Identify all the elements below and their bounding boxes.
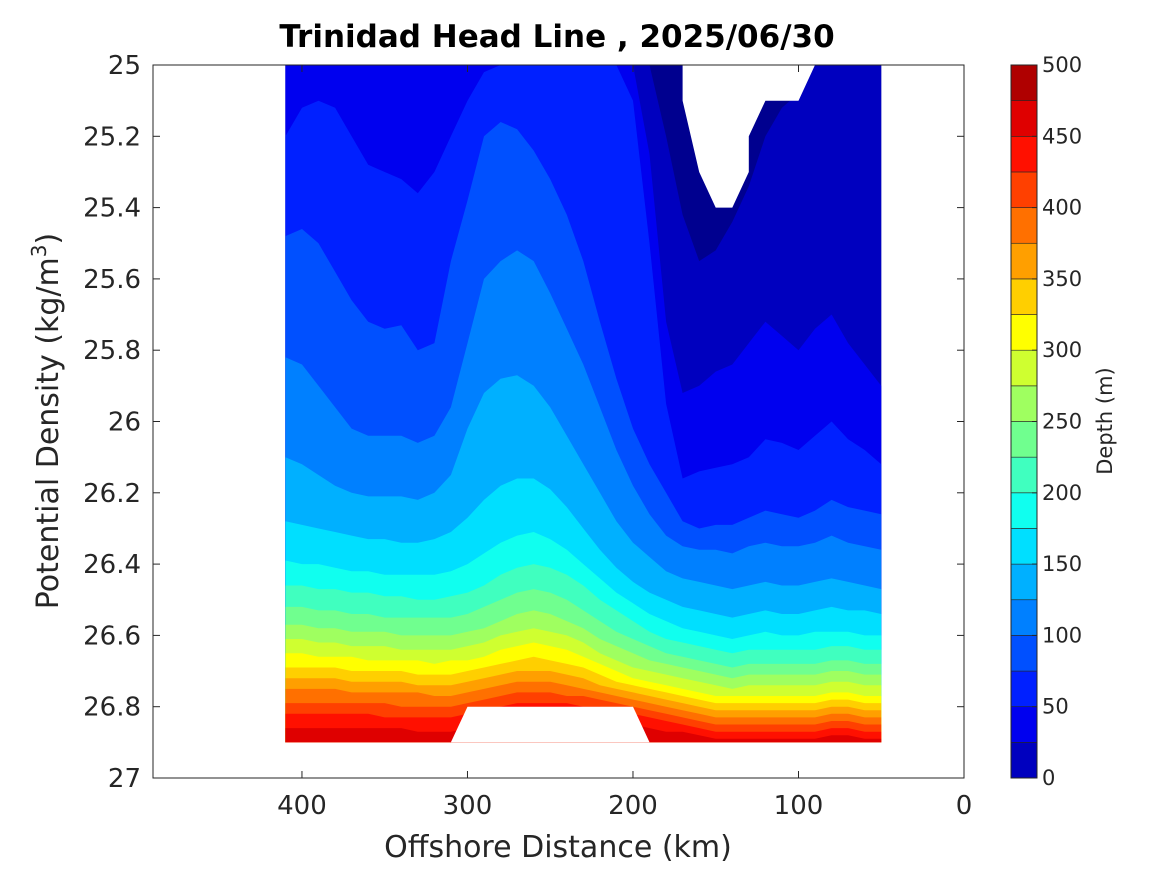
y-tick-label: 27: [108, 764, 141, 794]
colorbar-tick-label: 300: [1042, 338, 1082, 362]
colorbar-block: [1010, 742, 1038, 779]
y-tick-label: 25.8: [83, 336, 141, 366]
contour-fill: [285, 65, 882, 743]
colorbar: 0 50 100 150 200 250 300 350 400 450 500: [1010, 53, 1082, 790]
y-tick-label: 26.4: [83, 550, 141, 580]
colorbar-block: [1010, 528, 1038, 565]
colorbar-block: [1010, 492, 1038, 529]
y-axis-label-close: ): [31, 233, 66, 245]
colorbar-block: [1010, 207, 1038, 244]
y-tick-label: 26.2: [83, 479, 141, 509]
colorbar-tick-label: 250: [1042, 410, 1082, 434]
x-tick-label: 100: [774, 791, 824, 821]
x-tick-label: 300: [443, 791, 493, 821]
colorbar-tick-label: 400: [1042, 196, 1082, 220]
y-tick-label: 26: [108, 408, 141, 438]
colorbar-block: [1010, 314, 1038, 351]
x-tick-label: 0: [956, 791, 973, 821]
colorbar-block: [1010, 242, 1038, 280]
x-tick-label: 400: [277, 791, 327, 821]
x-axis-ticks: 400 300 200 100 0: [277, 65, 972, 821]
colorbar-block: [1010, 599, 1038, 636]
colorbar-block: [1010, 456, 1038, 494]
y-tick-label: 25.4: [83, 194, 141, 224]
y-axis-label-superscript: 3: [27, 244, 51, 257]
colorbar-block: [1010, 278, 1038, 315]
colorbar-tick-label: 150: [1042, 552, 1082, 576]
x-axis-label: Offshore Distance (km): [384, 830, 732, 865]
no-data-region-bottom: [450, 706, 650, 743]
colorbar-tick-label: 50: [1042, 695, 1069, 719]
y-axis-ticks: 25 25.2 25.4 25.6 25.8 26 26.2 26.4 26.6 26.8 27: [83, 51, 964, 794]
colorbar-tick-label: 200: [1042, 481, 1082, 505]
colorbar-block: [1010, 706, 1038, 743]
y-axis-label: Potential Density (kg/m3): [27, 233, 66, 609]
colorbar-block: [1010, 171, 1038, 208]
colorbar-ticks: 0 50 100 150 200 250 300 350 400 450 500: [1032, 53, 1082, 790]
colorbar-block: [1010, 349, 1038, 387]
colorbar-block: [1010, 385, 1038, 422]
colorbar-block: [1010, 100, 1038, 137]
y-tick-label: 26.8: [83, 693, 141, 723]
colorbar-tick-label: 500: [1042, 53, 1082, 77]
y-tick-label: 25.6: [83, 265, 141, 295]
y-tick-label: 25: [108, 51, 141, 81]
plot-area: 400 300 200 100 0 25 25.2 25.4 25.6 25.8 26 26.2 26…: [83, 51, 972, 821]
colorbar-label: Depth (m): [1093, 367, 1117, 474]
colorbar-block: [1010, 136, 1038, 173]
colorbar-tick-label: 0: [1042, 766, 1055, 790]
colorbar-block: [1010, 64, 1038, 101]
y-axis-label-text: Potential Density (kg/m: [31, 257, 66, 609]
y-tick-label: 26.6: [83, 621, 141, 651]
colorbar-blocks: [1010, 64, 1038, 779]
x-tick-label: 200: [608, 791, 658, 821]
chart-title: Trinidad Head Line , 2025/06/30: [279, 19, 834, 55]
y-tick-label: 25.2: [83, 122, 141, 152]
colorbar-tick-label: 100: [1042, 623, 1082, 647]
no-data-region-top: [682, 65, 815, 208]
colorbar-block: [1010, 421, 1038, 458]
colorbar-tick-label: 450: [1042, 124, 1082, 148]
colorbar-block: [1010, 563, 1038, 601]
colorbar-tick-label: 350: [1042, 267, 1082, 291]
colorbar-block: [1010, 670, 1038, 707]
colorbar-block: [1010, 635, 1038, 672]
